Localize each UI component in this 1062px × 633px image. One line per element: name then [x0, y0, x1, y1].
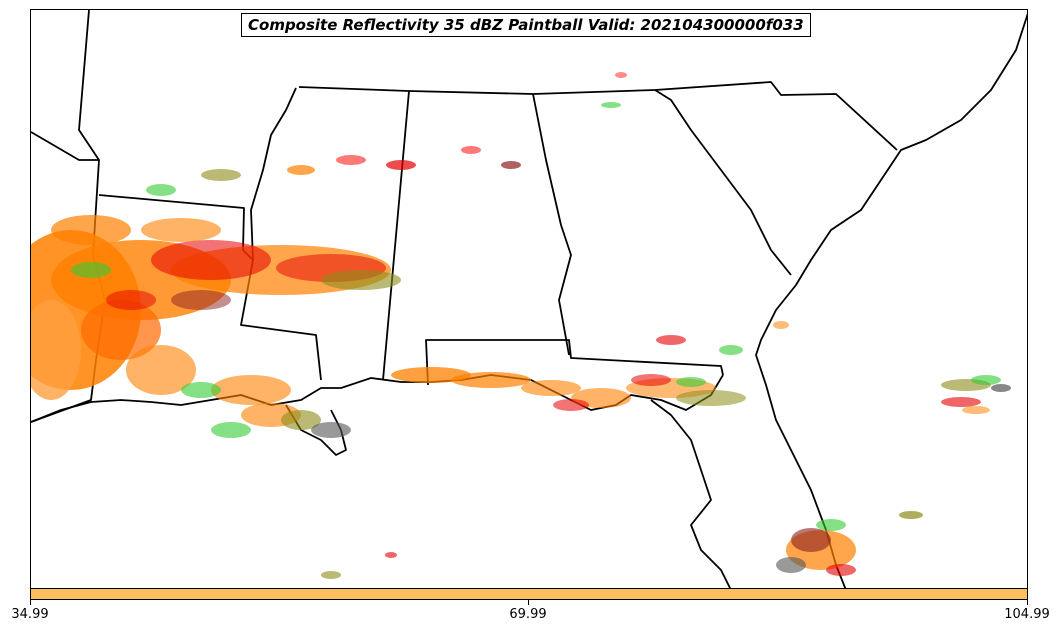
reflectivity-blobs — [31, 72, 1011, 579]
blob — [211, 422, 251, 438]
blob — [826, 564, 856, 576]
blob — [676, 377, 706, 387]
blob — [941, 397, 981, 407]
border-arkansas-west — [78, 10, 100, 161]
blob — [311, 422, 351, 438]
blob — [899, 511, 923, 519]
coastline-florida-west — [650, 399, 732, 588]
colorbar-tick — [1027, 600, 1028, 605]
colorbar-tick-label: 34.99 — [11, 607, 49, 622]
blob — [615, 72, 627, 78]
blob — [971, 375, 1001, 385]
blob — [321, 571, 341, 579]
blob — [676, 390, 746, 406]
colorbar-tick — [528, 600, 529, 605]
blob — [719, 345, 743, 355]
blob — [151, 240, 271, 280]
coastline-atlantic — [755, 13, 1027, 588]
blob — [391, 367, 471, 383]
blob — [816, 519, 846, 531]
border-alabama-georgia — [532, 93, 572, 356]
blob — [991, 384, 1011, 392]
blob — [553, 399, 589, 411]
blob — [211, 375, 291, 405]
blob — [776, 557, 806, 573]
map-panel — [30, 9, 1028, 589]
blob — [336, 155, 366, 165]
blob — [146, 184, 176, 196]
border-alabama-florida — [425, 339, 724, 386]
blob — [181, 382, 221, 398]
blob — [451, 372, 531, 388]
colorbar — [30, 588, 1028, 600]
map-title: Composite Reflectivity 35 dBZ Paintball … — [241, 13, 811, 37]
border-mississippi-river — [250, 87, 297, 261]
blob — [141, 218, 221, 242]
colorbar-tick-label: 69.99 — [509, 607, 547, 622]
border-south-carolina-north — [654, 81, 898, 151]
map-canvas — [31, 10, 1027, 588]
blob — [501, 161, 521, 169]
blob — [126, 345, 196, 395]
blob — [71, 262, 111, 278]
blob — [461, 146, 481, 154]
blob — [631, 374, 671, 386]
blob — [321, 270, 401, 290]
colorbar-tick-label: 104.99 — [1004, 607, 1050, 622]
blob — [601, 102, 621, 108]
blob — [31, 300, 81, 400]
blob — [81, 300, 161, 360]
border-tennessee-south — [408, 89, 656, 95]
blob — [773, 321, 789, 329]
blob — [656, 335, 686, 345]
blob — [281, 410, 321, 430]
blob — [287, 165, 315, 175]
blob — [106, 290, 156, 310]
blob — [791, 528, 831, 552]
blob — [51, 215, 131, 245]
blob — [521, 380, 581, 396]
blob — [386, 160, 416, 170]
blob — [201, 169, 241, 181]
blob — [962, 406, 990, 414]
border-georgia-south-carolina — [654, 89, 792, 276]
colorbar-tick — [30, 600, 31, 605]
blob — [385, 552, 397, 558]
blob — [171, 290, 231, 310]
